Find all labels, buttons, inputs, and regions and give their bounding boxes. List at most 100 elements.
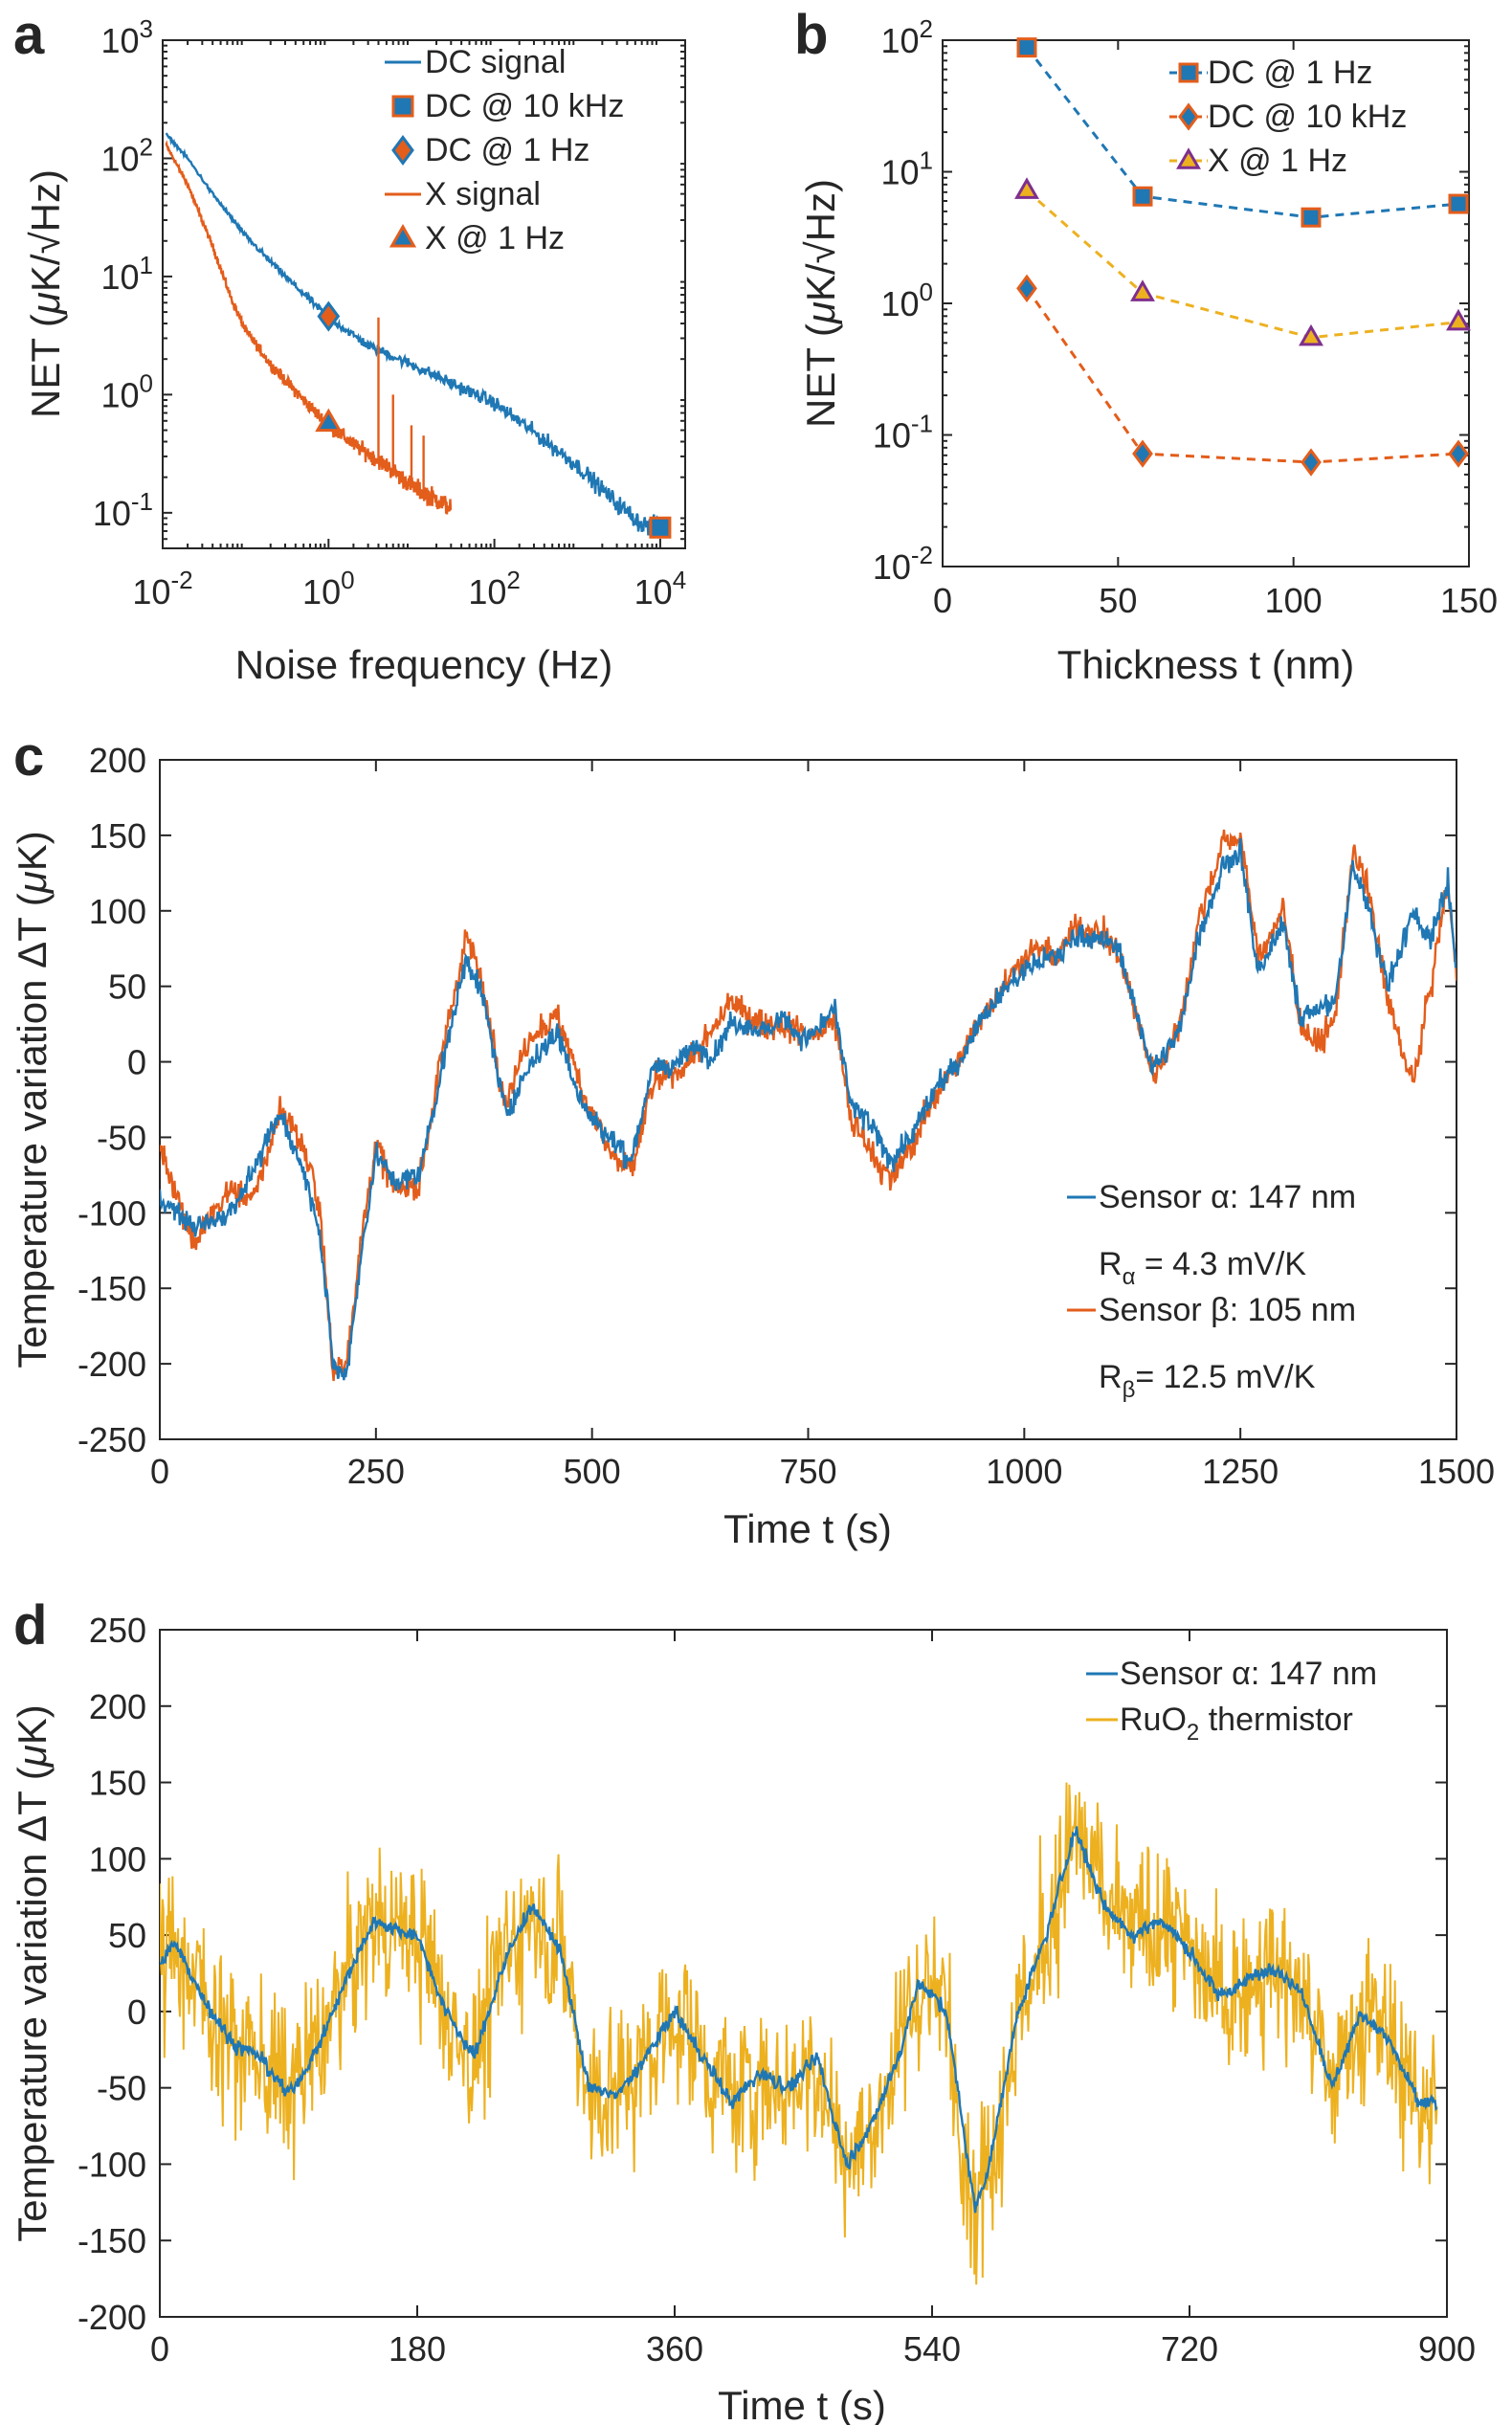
panel-d-y-tick-label-5: 50: [108, 1916, 146, 1955]
panel-a-y-tick-label-4: 103: [100, 14, 153, 60]
panel-d: d 0 180 360 540 720 900 -200 -150 -100 -50 0 50 100 1…: [10, 1594, 1476, 2425]
series-b-point-2-2: [1299, 323, 1323, 346]
panel-d-x-tick-label-2: 360: [646, 2329, 703, 2369]
series-b-point-0-2: [1301, 207, 1322, 228]
panel-b-x-axis-label: Thickness t (nm): [1057, 642, 1354, 687]
series-b-point-2-1: [1130, 279, 1155, 301]
panel-c-x-tick-label-1: 250: [347, 1452, 405, 1491]
marker-dc-10-khz: [649, 516, 672, 539]
panel-c-y-tick-label-7: 100: [89, 892, 146, 931]
series-b-point-0-3: [1448, 193, 1469, 214]
series-d-yellow: [160, 1782, 1438, 2285]
legend-b-label-1: DC @ 10 kHz: [1208, 99, 1407, 135]
panel-a-series: [165, 132, 672, 539]
panel-b: b 0 50 100 150 10-2 10-1 100 101 102 Thickness t…: [794, 4, 1498, 687]
legend-a-marker-1: [391, 95, 414, 118]
legend-a-label-4: X @ 1 Hz: [425, 220, 565, 256]
series-b-line-2: [1026, 189, 1459, 340]
series-b-point-1-1: [1132, 439, 1153, 468]
series-d-blue: [160, 1826, 1438, 2214]
panel-b-legend: DC @ 1 Hz DC @ 10 kHz X @ 1 Hz: [1169, 55, 1407, 179]
legend-a-label-0: DC signal: [425, 44, 566, 80]
panel-d-y-tick-label-1: -150: [78, 2221, 146, 2260]
panel-b-x-tick-label-3: 150: [1440, 581, 1498, 620]
panel-a-x-tick-label-2: 102: [468, 566, 521, 612]
legend-d-label-1: RuO2 thermistor: [1120, 1702, 1353, 1746]
panel-b-y-axis-label: NET (μK/√Hz): [798, 179, 843, 428]
panel-a-y-tick-label-1: 100: [100, 368, 153, 414]
legend-a-marker-2: [391, 134, 414, 167]
panel-c-y-tick-label-3: -100: [78, 1193, 146, 1233]
panel-d-legend: Sensor α: 147 nm RuO2 thermistor: [1086, 1656, 1377, 1746]
legend-b-marker-1: [1178, 102, 1199, 131]
legend-a-label-3: X signal: [425, 176, 541, 212]
panel-c-ticks: 0 250 500 750 1000 1250 1500-250-200-150-100-5…: [78, 741, 1495, 1491]
series-c-blue: [160, 837, 1456, 1381]
legend-b-label-2: X @ 1 Hz: [1208, 143, 1347, 179]
panel-d-y-tick-label-8: 200: [89, 1687, 146, 1726]
legend-c-label-1: Sensor β: 105 nm: [1099, 1292, 1356, 1328]
panel-d-y-axis-label: Temperature variation ΔT (μK): [10, 1704, 55, 2242]
panel-c-y-tick-label-0: -250: [78, 1420, 146, 1459]
panel-c-y-tick-label-8: 150: [89, 816, 146, 856]
panel-c-y-tick-label-1: -200: [78, 1345, 146, 1384]
legend-c-note-0: Rα = 4.3 mV/K: [1099, 1246, 1306, 1290]
legend-c-label-0: Sensor α: 147 nm: [1099, 1179, 1356, 1215]
marker-x-1-hz: [315, 408, 343, 433]
series-b-point-1-3: [1448, 439, 1469, 468]
panel-b-series: [1014, 37, 1471, 477]
panel-d-ticks: 0 180 360 540 720 900 -200 -150 -100 -50 0 50 100 150…: [78, 1611, 1476, 2369]
panel-d-x-axis-label: Time t (s): [718, 2383, 886, 2425]
panel-a-legend: DC signal DC @ 10 kHz DC @ 1 Hz X signal X @…: [385, 44, 624, 256]
panel-c-y-tick-label-4: -50: [97, 1118, 146, 1157]
panel-d-x-tick-label-0: 0: [150, 2329, 169, 2369]
panel-b-x-tick-label-1: 50: [1099, 581, 1137, 620]
series-b-point-0-0: [1016, 37, 1037, 58]
panel-a-y-axis-label: NET (μK/√Hz): [23, 169, 68, 418]
legend-b-label-0: DC @ 1 Hz: [1208, 55, 1372, 91]
panel-d-x-tick-label-3: 540: [903, 2329, 961, 2369]
panel-d-series: [160, 1782, 1438, 2285]
panel-label-a: a: [13, 4, 45, 66]
panel-b-y-tick-label-1: 10-1: [873, 410, 933, 456]
panel-c-x-tick-label-3: 750: [779, 1452, 836, 1491]
panel-d-y-tick-label-6: 100: [89, 1839, 146, 1879]
panel-c-x-tick-label-4: 1000: [986, 1452, 1062, 1491]
panel-c-y-axis-label: Temperature variation ΔT (μK): [10, 831, 55, 1368]
legend-b-marker-2: [1176, 147, 1201, 169]
panel-d-y-tick-label-2: -100: [78, 2145, 146, 2184]
panel-b-x-tick-label-2: 100: [1265, 581, 1323, 620]
panel-c-y-tick-label-5: 0: [127, 1043, 146, 1082]
panel-a-y-tick-label-2: 101: [100, 251, 153, 297]
series-b-point-0-1: [1132, 186, 1153, 207]
panel-label-c: c: [13, 725, 44, 788]
panel-d-plot-area: [159, 1629, 1448, 2318]
panel-c-y-tick-label-9: 200: [89, 741, 146, 780]
series-b-point-1-0: [1016, 274, 1037, 303]
panel-c-series: [160, 829, 1456, 1382]
panel-d-y-tick-label-3: -50: [97, 2069, 146, 2108]
panel-d-y-tick-label-9: 250: [89, 1611, 146, 1650]
panel-c-y-tick-label-2: -150: [78, 1269, 146, 1308]
panel-c-y-tick-label-6: 50: [108, 968, 146, 1007]
panel-d-y-tick-label-7: 150: [89, 1764, 146, 1803]
panel-a-y-tick-label-0: 10-1: [93, 487, 153, 533]
legend-a-label-1: DC @ 10 kHz: [425, 88, 624, 124]
legend-a-marker-4: [389, 223, 417, 248]
panel-b-y-tick-label-4: 102: [880, 14, 933, 60]
panel-a-x-tick-label-0: 10-2: [132, 566, 192, 612]
panel-c: c 0 250 500 750 1000 1250 1500-250-200-150-100…: [10, 725, 1495, 1551]
panel-a-x-axis-label: Noise frequency (Hz): [235, 642, 612, 687]
legend-b-marker-0: [1178, 62, 1199, 83]
panel-a-ticks: 10-2 100 102 104 10-1 100 101 102 103: [93, 14, 686, 612]
legend-c-note-1: Rβ= 12.5 mV/K: [1099, 1359, 1316, 1403]
panel-b-y-tick-label-3: 101: [880, 146, 933, 192]
panel-d-x-tick-label-5: 900: [1418, 2329, 1476, 2369]
panel-d-x-tick-label-1: 180: [389, 2329, 446, 2369]
panel-a-y-tick-label-3: 102: [100, 132, 153, 178]
panel-c-plot-area: [159, 759, 1457, 1440]
panel-c-x-tick-label-5: 1250: [1202, 1452, 1279, 1491]
panel-b-x-tick-label-0: 0: [933, 581, 952, 620]
